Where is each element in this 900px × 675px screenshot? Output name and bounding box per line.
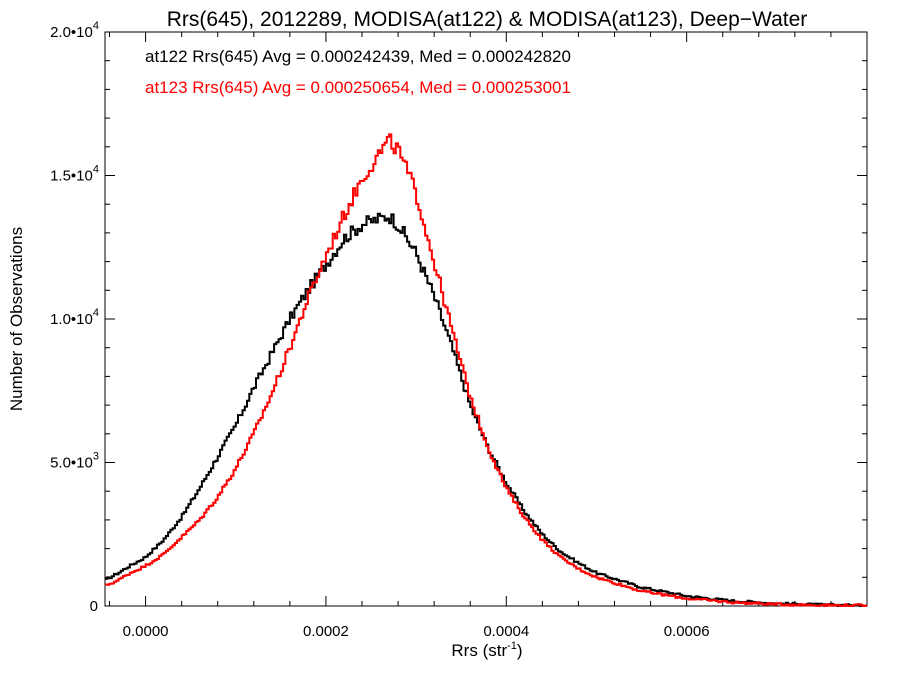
y-tick-label: 1.0•104 bbox=[50, 307, 99, 328]
y-tick-mantissa: 5.0•10 bbox=[50, 455, 93, 472]
x-tick-label: 0.0004 bbox=[483, 623, 529, 640]
y-tick-exponent: 4 bbox=[93, 307, 99, 319]
y-tick-exponent: 3 bbox=[93, 451, 99, 463]
y-tick-label: 2.0•104 bbox=[50, 20, 99, 41]
x-axis-label: Rrs (str-1) bbox=[451, 640, 522, 660]
y-tick-mantissa: 1.5•10 bbox=[50, 168, 93, 185]
x-tick-label: 0.0000 bbox=[123, 623, 169, 640]
y-axis-label: Number of Observations bbox=[7, 227, 26, 411]
y-tick-mantissa: 1.0•10 bbox=[50, 311, 93, 328]
chart-title: Rrs(645), 2012289, MODISA(at122) & MODIS… bbox=[167, 8, 808, 31]
x-tick-label: 0.0006 bbox=[664, 623, 710, 640]
y-tick-exponent: 4 bbox=[93, 20, 99, 32]
series-layer bbox=[105, 133, 867, 607]
y-tick-exponent: 4 bbox=[93, 164, 99, 176]
x-axis-label-text: Rrs (str bbox=[451, 641, 507, 660]
plot-frame bbox=[104, 31, 868, 607]
y-tick-mantissa: 2.0•10 bbox=[50, 24, 93, 41]
series-line-0 bbox=[105, 212, 867, 607]
x-axis-label-close: ) bbox=[517, 641, 523, 660]
y-tick-label: 0 bbox=[90, 598, 98, 615]
y-tick-label: 1.5•104 bbox=[50, 164, 99, 185]
x-axis-label-exponent: -1 bbox=[507, 640, 517, 652]
series-line-1 bbox=[105, 133, 867, 607]
axis-ticks: 0.0000 0.0002 0.0004 0.000605.0•1031.0•1041… bbox=[50, 20, 867, 640]
legend-entry-at123: at123 Rrs(645) Avg = 0.000250654, Med = … bbox=[145, 78, 571, 97]
x-tick-label: 0.0002 bbox=[303, 623, 349, 640]
y-tick-mantissa: 0 bbox=[90, 598, 98, 615]
legend-entry-at122: at122 Rrs(645) Avg = 0.000242439, Med = … bbox=[145, 47, 571, 66]
y-tick-label: 5.0•103 bbox=[50, 451, 99, 472]
